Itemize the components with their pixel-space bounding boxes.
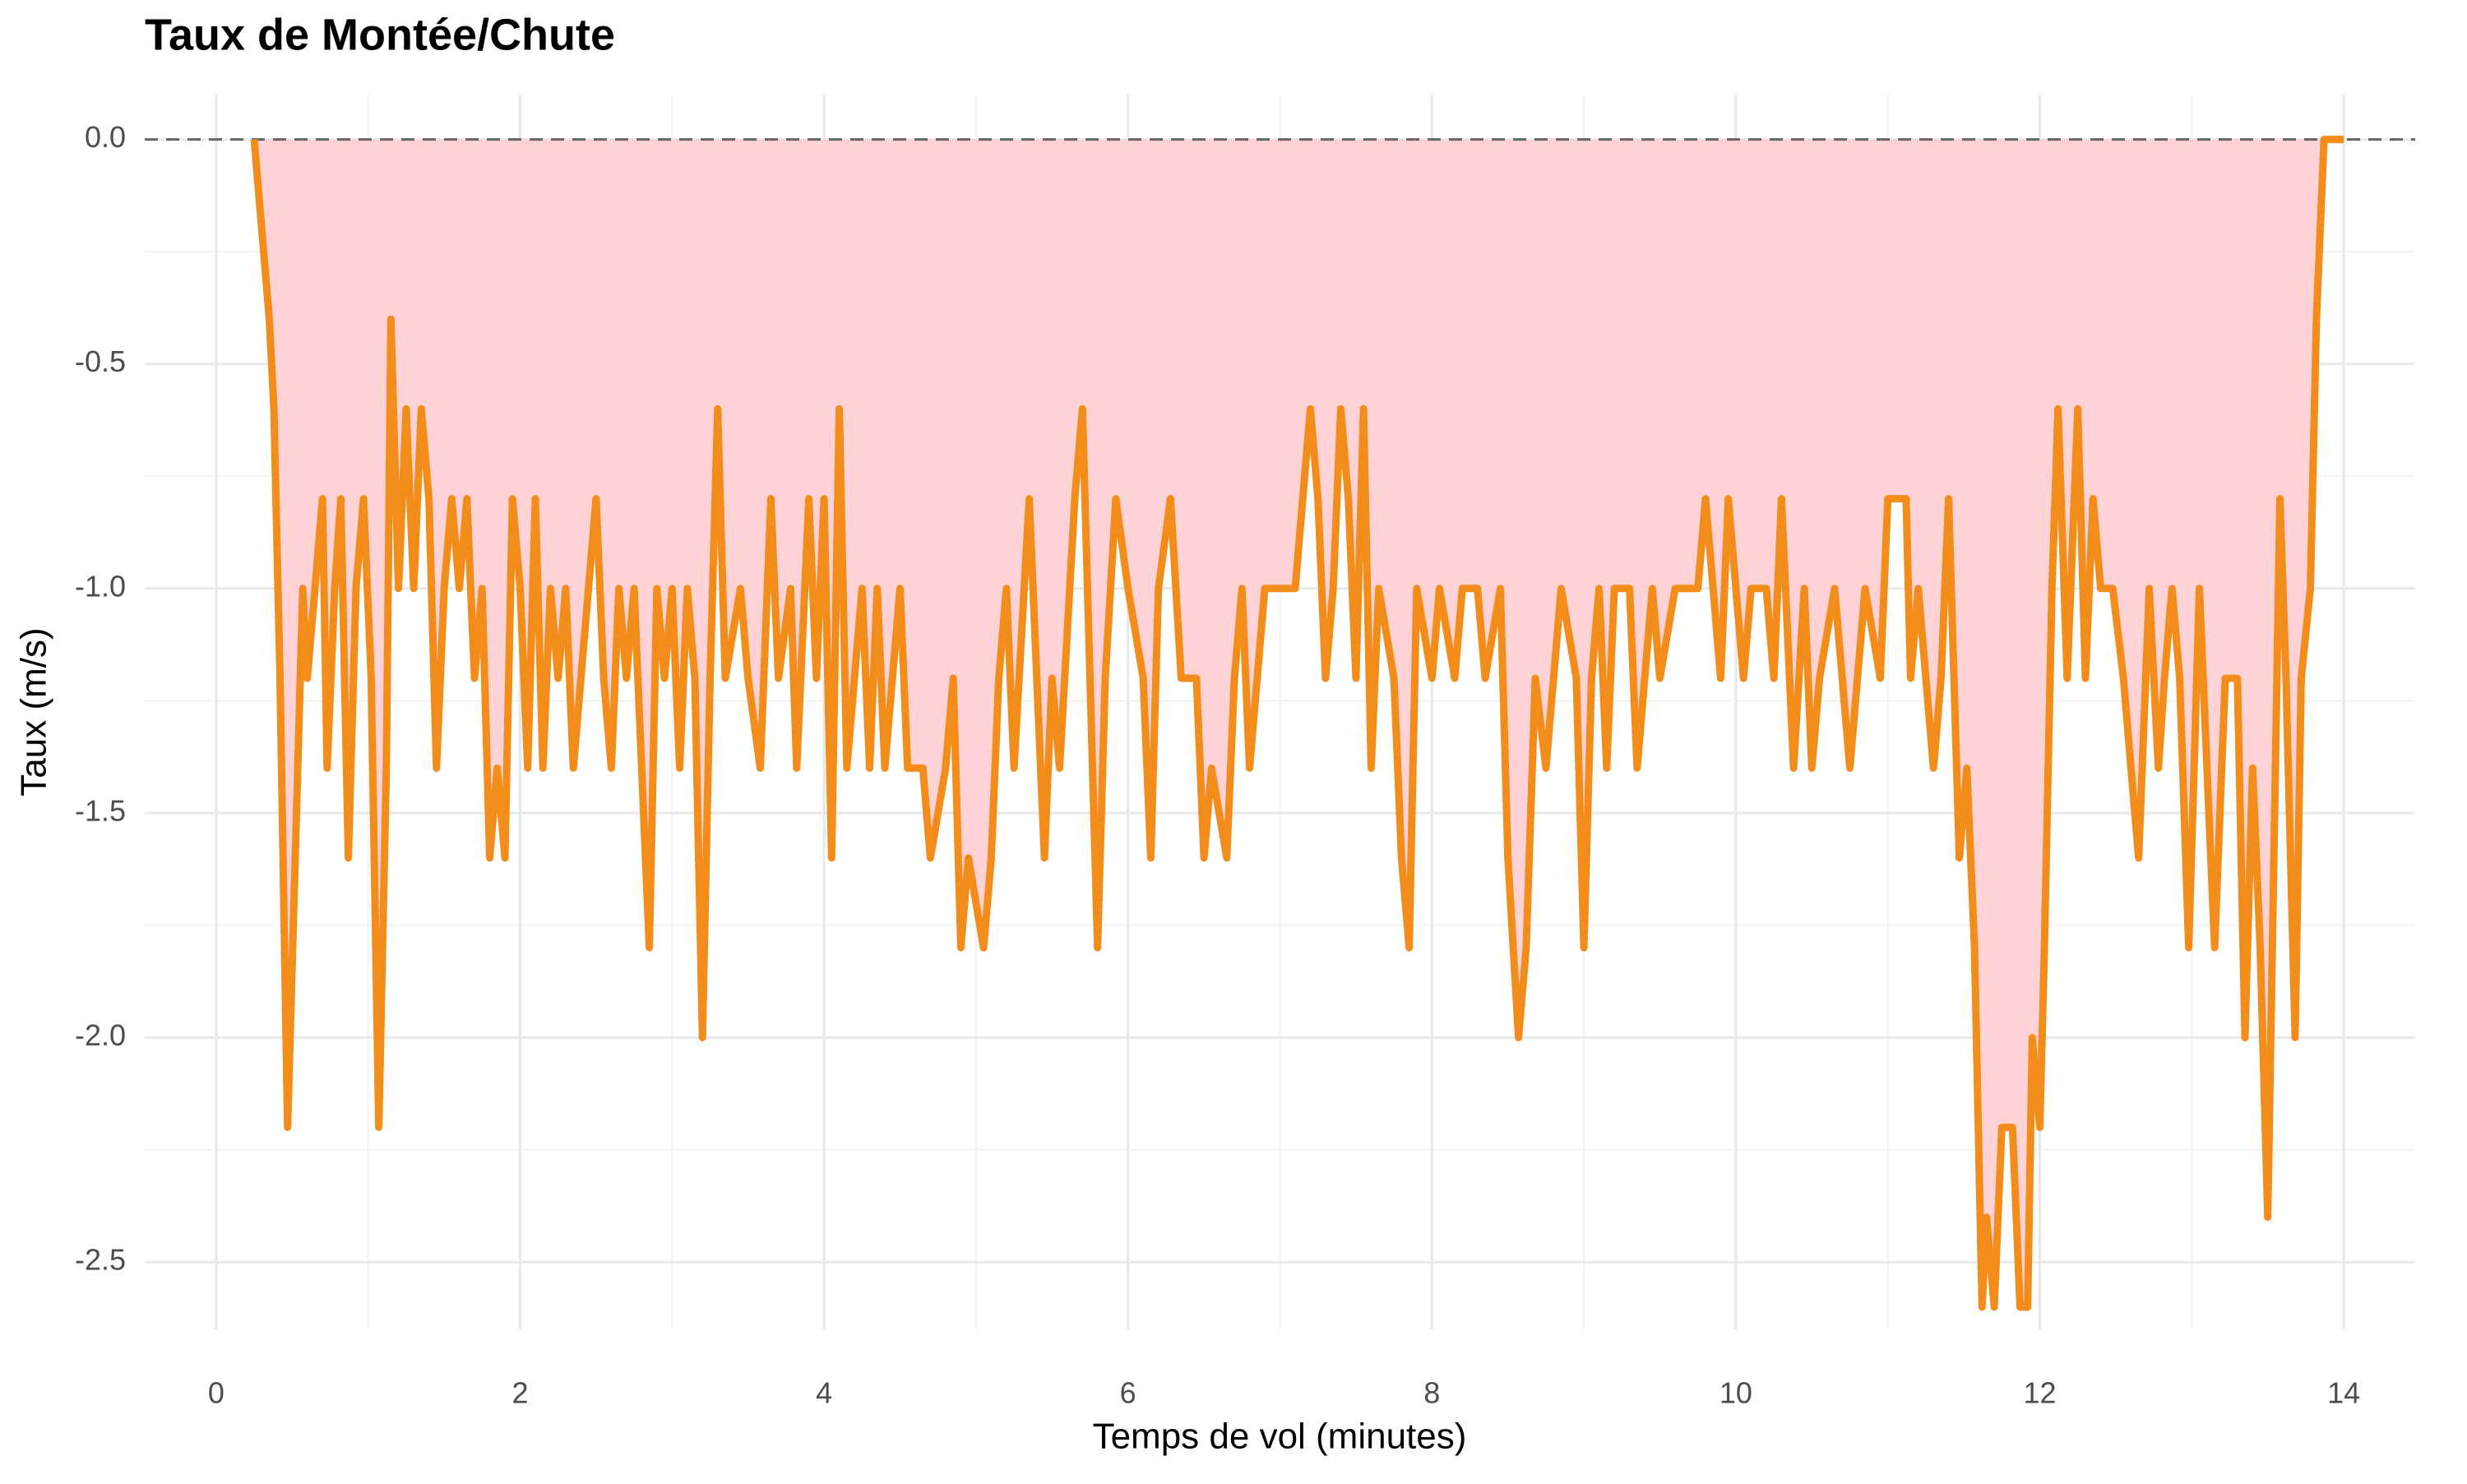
x-tick-label: 10 — [1719, 1376, 1752, 1410]
x-axis-label: Temps de vol (minutes) — [1093, 1417, 1467, 1457]
x-tick-label: 6 — [1120, 1376, 1136, 1410]
x-tick-label: 8 — [1423, 1376, 1440, 1410]
y-tick-label: -1.0 — [75, 569, 126, 603]
line — [250, 136, 2344, 1311]
y-tick-label: -1.5 — [75, 793, 126, 827]
chart-title: Taux de Montée/Chute — [145, 10, 615, 59]
x-tick-label: 12 — [2024, 1376, 2057, 1410]
x-tick-label: 2 — [511, 1376, 528, 1410]
y-tick-label: -2.5 — [75, 1243, 126, 1277]
x-tick-label: 14 — [2327, 1376, 2360, 1410]
y-axis-label: Taux (m/s) — [14, 627, 54, 796]
x-tick-label: 4 — [816, 1376, 832, 1410]
y-tick-label: 0.0 — [85, 120, 126, 154]
y-tick-label: -2.0 — [75, 1018, 126, 1052]
x-tick-label: 0 — [208, 1376, 224, 1410]
area-fill — [254, 139, 2344, 1307]
y-tick-label: -0.5 — [75, 344, 126, 378]
